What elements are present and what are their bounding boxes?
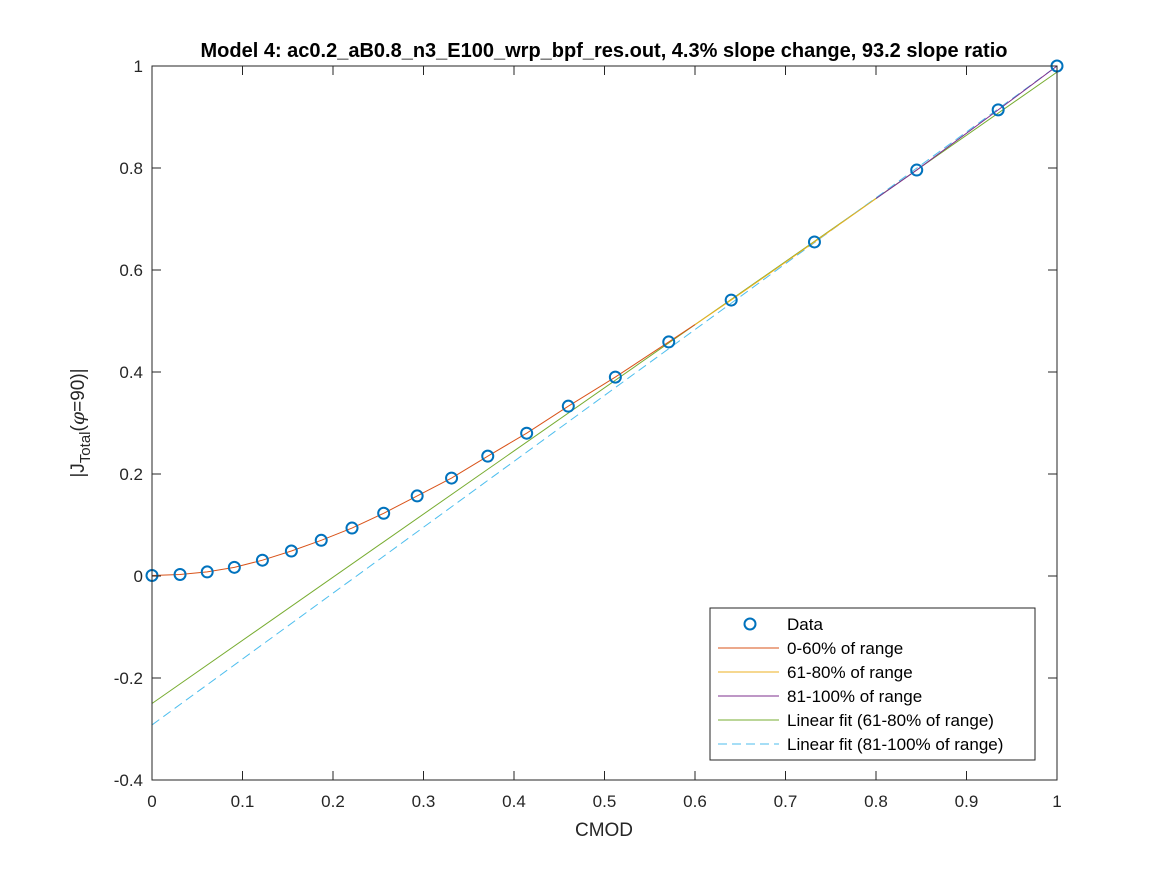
- legend-marker: [743, 617, 757, 631]
- chart-title: Model 4: ac0.2_aB0.8_n3_E100_wrp_bpf_res…: [200, 40, 1007, 62]
- y-tick-label: 0.4: [119, 363, 143, 382]
- x-tick-label: 0.2: [321, 792, 345, 811]
- y-tick-label: 0.8: [119, 159, 143, 178]
- legend-label: Data: [787, 615, 823, 634]
- y-tick-label: -0.2: [114, 669, 143, 688]
- legend-label: 61-80% of range: [787, 663, 913, 682]
- data-point: [445, 471, 459, 485]
- legend-label: Linear fit (81-100% of range): [787, 735, 1003, 754]
- x-tick-label: 1: [1052, 792, 1061, 811]
- data-point: [520, 426, 534, 440]
- series-line-3: [875, 65, 1058, 200]
- y-axis-label-phi: φ: [67, 411, 89, 425]
- y-tick-label: 0.2: [119, 465, 143, 484]
- data-point: [227, 560, 241, 574]
- legend-label: 0-60% of range: [787, 639, 903, 658]
- y-axis-label: |JTotal(φ=90)|: [67, 368, 94, 477]
- x-tick-label: 0: [147, 792, 156, 811]
- y-tick-label: 0: [134, 567, 143, 586]
- legend-label: 81-100% of range: [787, 687, 922, 706]
- x-tick-label: 0.9: [955, 792, 979, 811]
- data-point: [410, 489, 424, 503]
- data-point: [200, 565, 214, 579]
- data-point: [314, 533, 328, 547]
- data-point: [608, 370, 622, 384]
- x-tick-label: 0.4: [502, 792, 526, 811]
- legend-label: Linear fit (61-80% of range): [787, 711, 994, 730]
- y-tick-label: 0.6: [119, 261, 143, 280]
- x-tick-label: 0.1: [231, 792, 255, 811]
- data-point: [173, 567, 187, 581]
- y-axis-label-paren: (: [68, 425, 89, 432]
- data-point: [662, 335, 676, 349]
- legend-entries: Data 0-60% of range 61-80% of range 81-100%…: [718, 615, 1003, 754]
- data-point: [377, 506, 391, 520]
- data-point: [284, 544, 298, 558]
- series-line-5: [151, 65, 1058, 726]
- data-point: [481, 449, 495, 463]
- legend-box: [709, 607, 1036, 761]
- data-point: [561, 399, 575, 413]
- data-point: [910, 163, 924, 177]
- y-axis-label-prefix: |J: [68, 463, 89, 477]
- data-point: [807, 235, 821, 249]
- x-tick-label: 0.7: [774, 792, 798, 811]
- y-tick-label: 1: [134, 57, 143, 76]
- x-tick-label: 0.3: [412, 792, 436, 811]
- legend: Data 0-60% of range 61-80% of range 81-100%…: [709, 607, 1036, 761]
- data-point: [345, 521, 359, 535]
- x-tick-label: 0.6: [683, 792, 707, 811]
- x-axis-label: CMOD: [575, 820, 633, 841]
- x-tick-label: 0.5: [593, 792, 617, 811]
- y-tick-label: -0.4: [114, 771, 143, 790]
- series-line-1: [151, 324, 696, 576]
- data-point: [255, 553, 269, 567]
- data-markers: [145, 59, 1064, 582]
- y-axis-label-subscript: Total: [77, 432, 94, 464]
- series-lines: [151, 65, 1058, 576]
- data-point: [991, 103, 1005, 117]
- axis-ticks: 0 0.1 0.2 0.3 0.4 0.5 0.6 0.7 0.8 0.9 1 -0.4 -0.2 0 0.…: [114, 57, 1062, 811]
- x-tick-label: 0.8: [864, 792, 888, 811]
- y-axis-label-suffix: =90)|: [68, 368, 89, 412]
- series-line-2: [694, 198, 877, 325]
- data-point: [724, 293, 738, 307]
